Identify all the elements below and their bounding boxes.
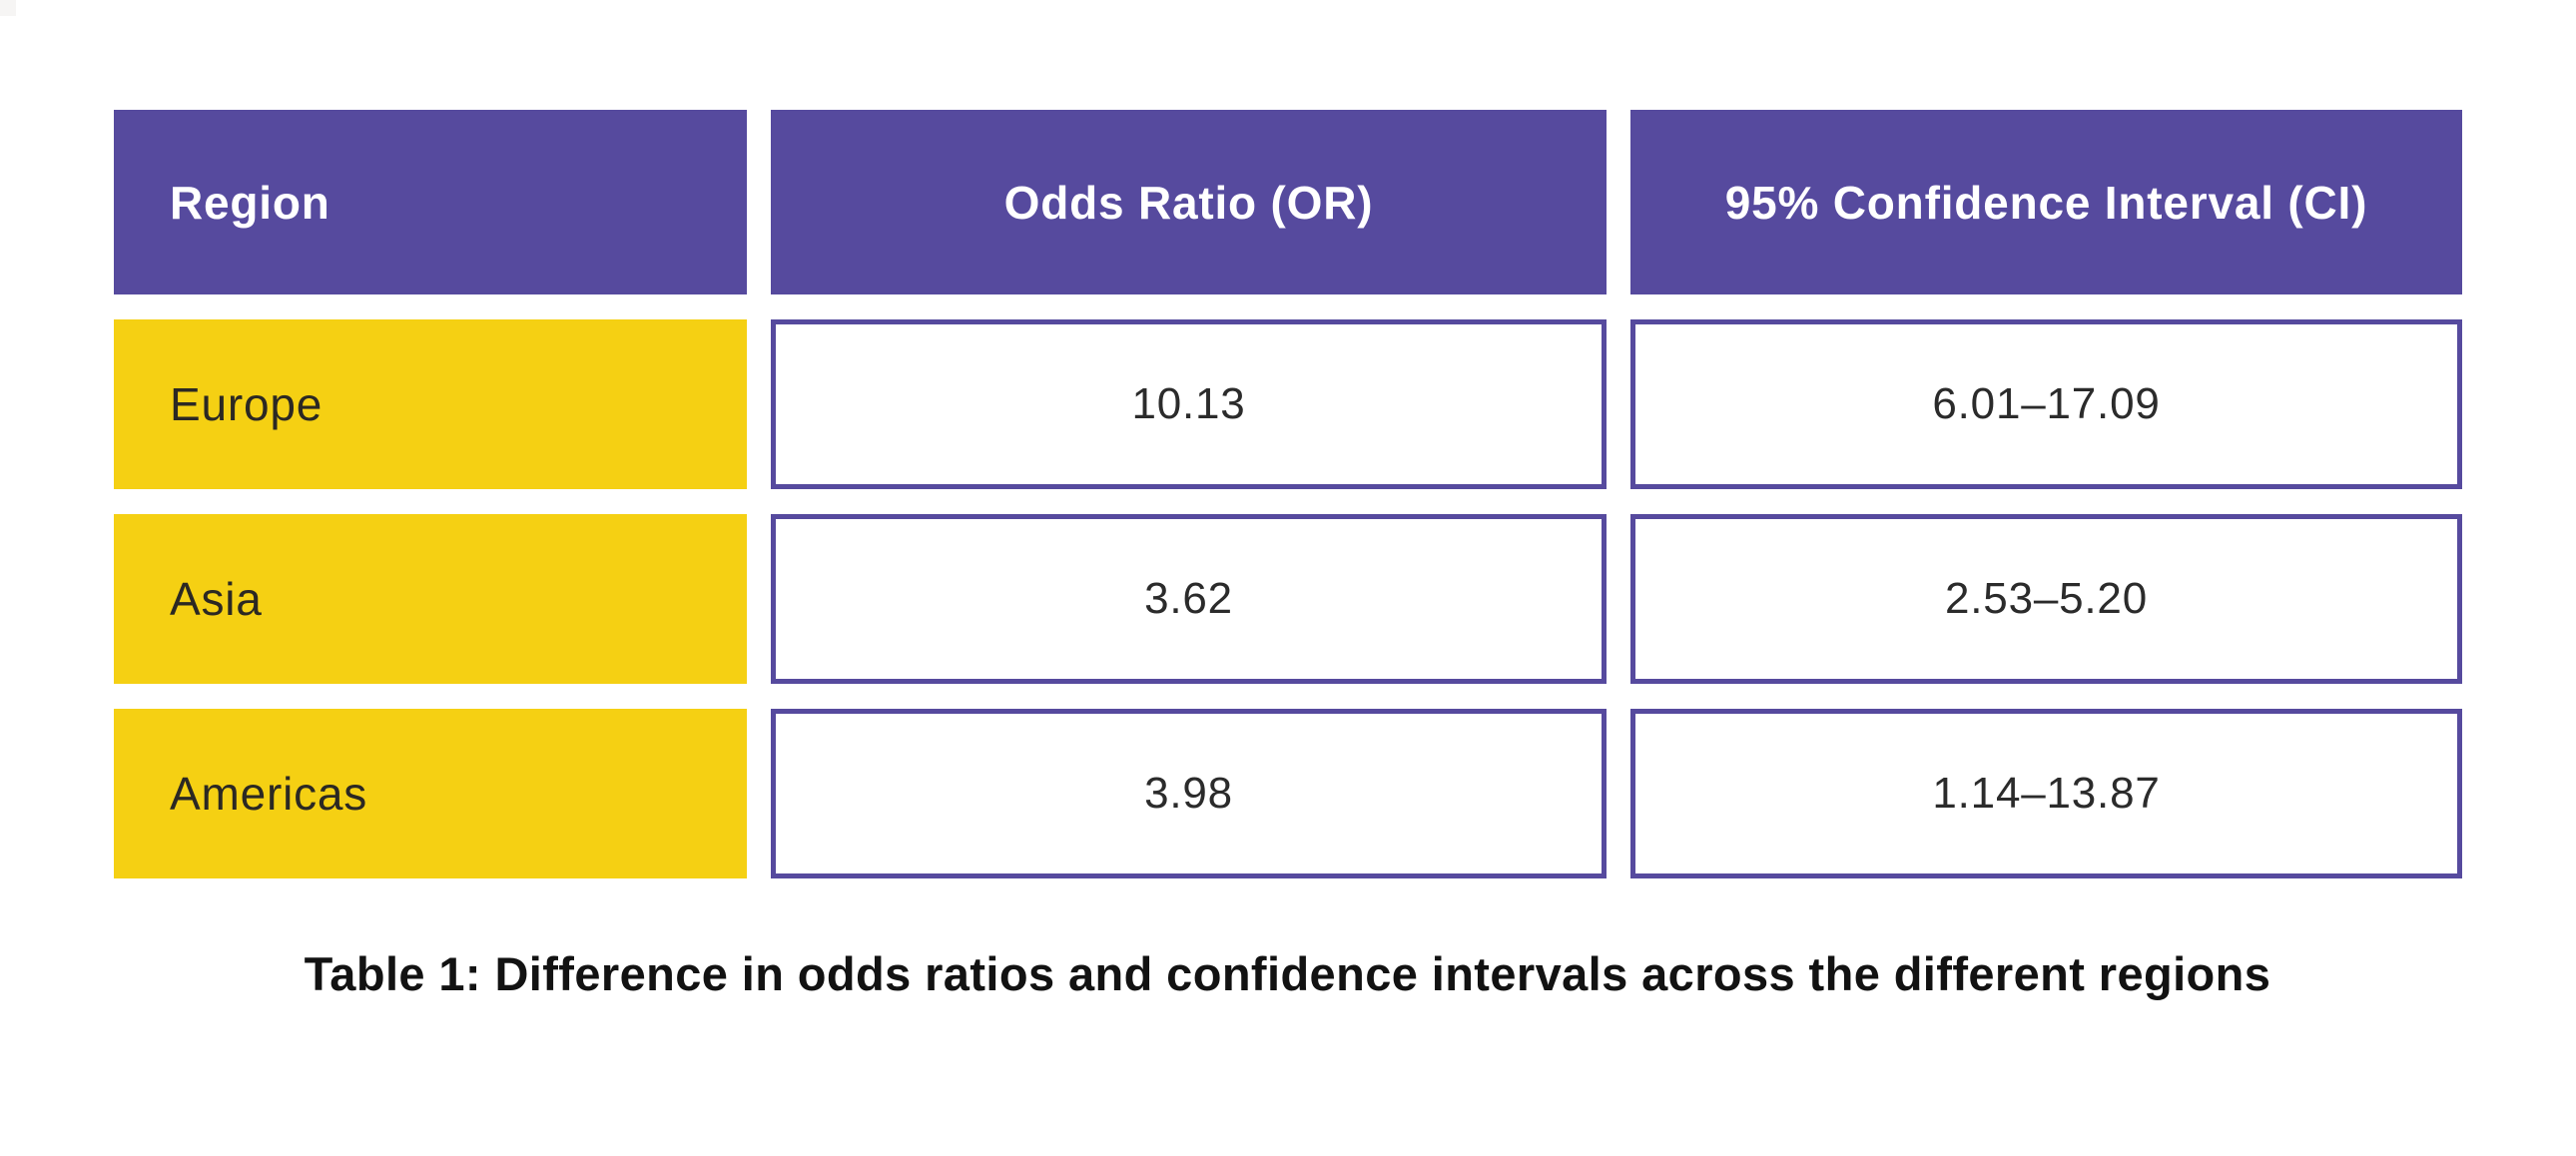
cell-odds-ratio-asia: 3.62 <box>771 514 1607 684</box>
cell-confidence-interval-asia: 2.53–5.20 <box>1630 514 2462 684</box>
odds-ratio-table: Region Odds Ratio (OR) 95% Confidence In… <box>114 110 2462 878</box>
cell-region-asia: Asia <box>114 514 747 684</box>
column-header-odds-ratio: Odds Ratio (OR) <box>771 110 1607 294</box>
cell-region-americas: Americas <box>114 709 747 878</box>
cell-confidence-interval-europe: 6.01–17.09 <box>1630 319 2462 489</box>
corner-artifact <box>0 0 16 16</box>
cell-odds-ratio-europe: 10.13 <box>771 319 1607 489</box>
cell-odds-ratio-americas: 3.98 <box>771 709 1607 878</box>
table-caption: Table 1: Difference in odds ratios and c… <box>304 947 2271 1000</box>
cell-confidence-interval-americas: 1.14–13.87 <box>1630 709 2462 878</box>
column-header-region: Region <box>114 110 747 294</box>
cell-region-europe: Europe <box>114 319 747 489</box>
column-header-confidence-interval: 95% Confidence Interval (CI) <box>1630 110 2462 294</box>
